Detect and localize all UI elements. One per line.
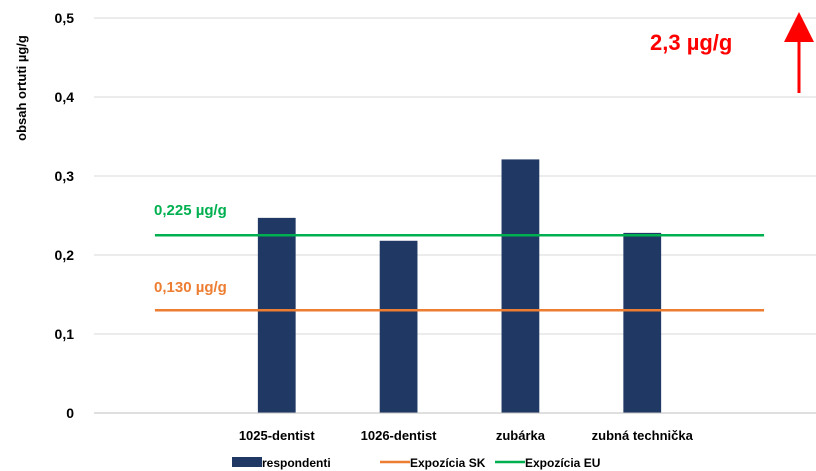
reference-lines bbox=[154, 234, 765, 312]
legend-swatch bbox=[232, 457, 262, 467]
y-tick-label: 0,1 bbox=[55, 326, 75, 342]
gridlines bbox=[94, 17, 816, 335]
x-tick-label: 1025-dentist bbox=[239, 428, 316, 443]
bar bbox=[379, 240, 418, 413]
y-axis-label: obsah ortuti µg/g bbox=[14, 35, 29, 141]
x-tick-label: zubná technička bbox=[592, 428, 694, 443]
legend-label: Expozícia EU bbox=[525, 456, 600, 470]
eu-annotation: 0,225 µg/g bbox=[154, 202, 227, 219]
max-value-annotation: 2,3 µg/g bbox=[650, 30, 732, 55]
y-tick-label: 0 bbox=[66, 405, 74, 421]
y-tick-label: 0,5 bbox=[55, 10, 75, 26]
y-tick-label: 0,3 bbox=[55, 168, 75, 184]
x-tick-labels: 1025-dentist 1026-dentist zubárka zubná tec… bbox=[239, 428, 694, 443]
legend-label: Expozícia SK bbox=[410, 456, 486, 470]
y-tick-labels: 0 0,1 0,2 0,3 0,4 0,5 bbox=[55, 10, 75, 421]
y-tick-label: 0,4 bbox=[55, 89, 75, 105]
bar bbox=[257, 217, 296, 413]
bar bbox=[501, 159, 540, 413]
bars bbox=[257, 159, 662, 413]
y-tick-label: 0,2 bbox=[55, 247, 75, 263]
legend: respondenti Expozícia SK Expozícia EU bbox=[232, 456, 600, 470]
sk-annotation: 0,130 µg/g bbox=[154, 279, 227, 296]
x-tick-label: zubárka bbox=[496, 428, 546, 443]
legend-label: respondenti bbox=[262, 456, 331, 470]
bar bbox=[623, 232, 662, 413]
x-tick-label: 1026-dentist bbox=[361, 428, 438, 443]
